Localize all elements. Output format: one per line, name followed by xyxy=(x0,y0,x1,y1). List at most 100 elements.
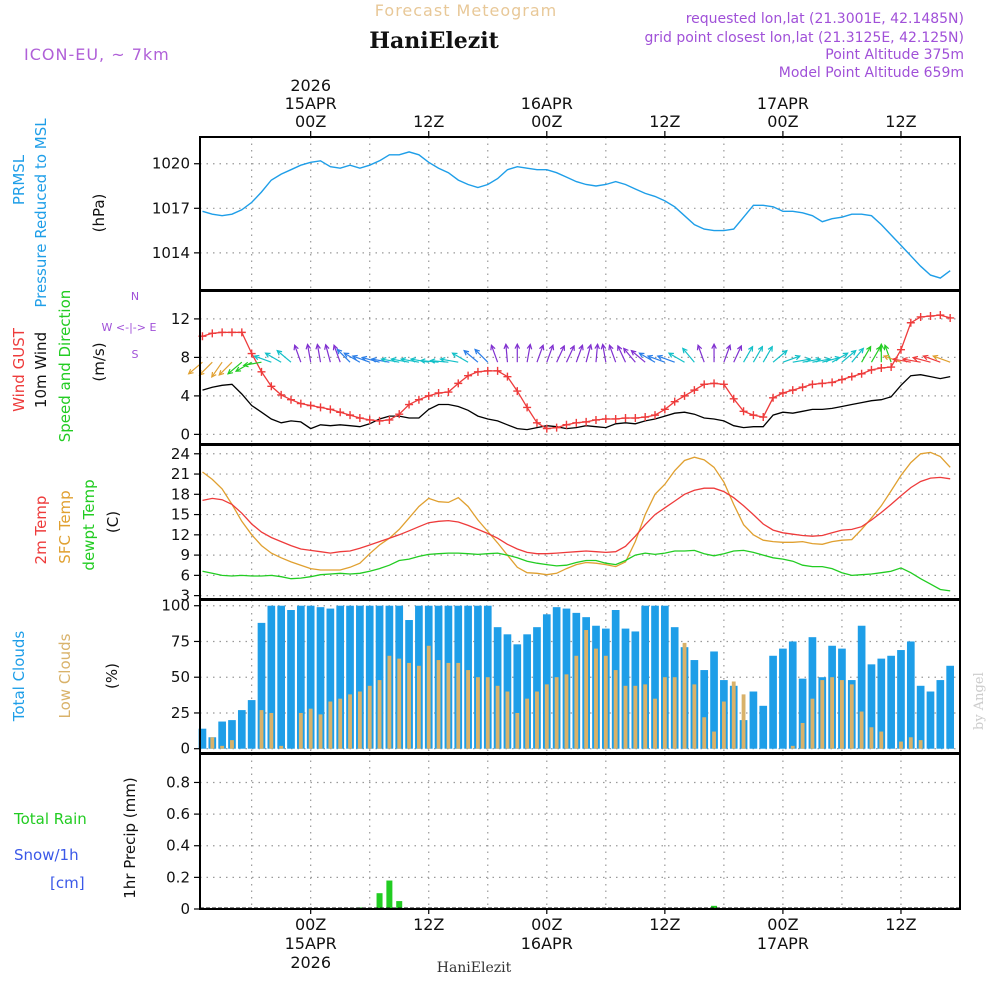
low-cloud-bar xyxy=(859,711,864,749)
low-cloud-bar xyxy=(485,677,490,749)
wind-direction-arrow xyxy=(276,350,292,363)
wind-direction-arrowhead xyxy=(794,354,802,361)
gust-marker xyxy=(287,395,296,404)
total-cloud-bar xyxy=(867,664,876,749)
wind-direction-arrow xyxy=(526,344,531,363)
low-cloud-bar xyxy=(682,642,687,749)
total-cloud-bar xyxy=(237,710,246,749)
gust-marker xyxy=(857,369,866,378)
wind-direction-arrowhead xyxy=(429,358,436,364)
top-time-label: 00Z xyxy=(767,112,798,131)
low-cloud-bar xyxy=(210,737,215,749)
gust-marker xyxy=(208,329,217,338)
total-cloud-bar xyxy=(798,678,807,749)
axes-layer: 1014 1017 1020 PRMSL Pressure Reduced to MSL… xyxy=(10,76,917,972)
total-cloud-bar xyxy=(326,608,335,749)
wind-direction-arrowhead xyxy=(882,354,890,361)
gust-marker xyxy=(710,379,719,388)
wind-speed-line xyxy=(202,374,951,431)
total-clouds-label: Total Clouds xyxy=(10,631,28,723)
wind-direction-arrowhead xyxy=(187,368,194,375)
wind-direction-arrow xyxy=(772,350,788,363)
gust-marker xyxy=(237,328,246,337)
wind-direction-arrow xyxy=(565,345,575,363)
wind-direction-arrowhead xyxy=(656,354,663,361)
wind-direction-arrowhead xyxy=(725,344,732,351)
watermark: by Angel xyxy=(972,672,987,730)
gust-marker xyxy=(542,424,551,433)
wind-direction-arrow xyxy=(235,361,252,372)
gust-marker xyxy=(828,378,837,387)
y-tick-label: 3 xyxy=(180,587,190,605)
gust-marker xyxy=(424,391,433,400)
total-rain-label: Total Rain xyxy=(13,810,87,828)
wind-direction-arrow xyxy=(211,361,223,378)
low-cloud-bar xyxy=(869,727,874,749)
total-cloud-bar xyxy=(287,610,295,749)
gust-marker xyxy=(247,349,256,358)
wind-direction-arrowhead xyxy=(343,352,350,358)
wind-direction-arrow xyxy=(631,350,646,363)
bottom-time-label: 00Z xyxy=(295,915,326,934)
wind-direction-arrowhead xyxy=(737,344,743,351)
bottom-time-label: 15APR xyxy=(285,934,337,953)
total-cloud-bar xyxy=(877,658,886,749)
total-cloud-bar xyxy=(926,691,935,749)
total-cloud-bar xyxy=(700,670,709,749)
low-cloud-bar xyxy=(515,712,520,749)
wind-direction-arrow xyxy=(452,352,469,363)
wind-direction-arrowhead xyxy=(490,344,496,351)
gust-marker xyxy=(385,415,394,424)
total-cloud-bar xyxy=(641,605,650,749)
wind-direction-arrow xyxy=(723,345,731,363)
sfc-temp-label: SFC Temp xyxy=(56,490,74,563)
location-title: HaniElezit xyxy=(369,28,499,54)
pressure-label: Pressure Reduced to MSL xyxy=(32,118,50,308)
gust-marker xyxy=(680,391,689,400)
wind-direction-arrowhead xyxy=(332,344,339,351)
wind-direction-arrow xyxy=(923,355,941,363)
wind-direction-arrow xyxy=(343,352,361,363)
total-cloud-bar xyxy=(336,605,345,749)
top-time-label: 12Z xyxy=(649,112,680,131)
low-cloud-bar xyxy=(702,717,707,749)
low-cloud-bar xyxy=(436,660,441,749)
wind-direction-arrowhead xyxy=(681,347,688,354)
wind-direction-arrow xyxy=(336,349,351,363)
gust-marker xyxy=(267,382,276,391)
snow-unit-label: [cm] xyxy=(50,874,85,892)
gust-marker xyxy=(277,390,286,399)
low-cloud-bar xyxy=(899,741,903,749)
wind-direction-arrowhead xyxy=(360,355,368,362)
wind-direction-arrow xyxy=(657,355,675,363)
wind-direction-arrowhead xyxy=(227,368,234,375)
wind-direction-arrowhead xyxy=(858,347,865,354)
wind-direction-arrow xyxy=(682,348,695,363)
wind-direction-arrow xyxy=(440,358,459,363)
gust-marker xyxy=(926,312,935,321)
wind-direction-arrow xyxy=(227,361,243,375)
y-tick-label: 6 xyxy=(180,566,190,584)
wind-direction-arrow xyxy=(325,344,331,363)
wind-direction-arrow xyxy=(912,356,931,363)
wind-direction-arrow xyxy=(608,345,617,363)
y-tick-label: 50 xyxy=(171,668,190,686)
wind-direction-arrow xyxy=(792,358,811,363)
total-cloud-bar xyxy=(897,650,905,749)
y-tick-label: 0 xyxy=(180,900,190,918)
gust-marker xyxy=(444,388,453,397)
sfc-temp-line xyxy=(202,451,951,576)
wind-direction-arrowhead xyxy=(548,344,555,351)
dewpt-label: dewpt Temp xyxy=(80,479,98,570)
gust-marker xyxy=(670,397,679,406)
gust-marker xyxy=(651,411,660,420)
low-cloud-bar xyxy=(328,701,333,749)
wind-direction-arrowhead xyxy=(600,343,607,350)
y-tick-label: 21 xyxy=(171,465,190,483)
wind-direction-arrow xyxy=(505,344,509,363)
y-tick-label: 1017 xyxy=(152,199,190,217)
panel-frame-1 xyxy=(199,136,961,291)
speed-direction-label: Speed and Direction xyxy=(56,290,74,443)
low-cloud-bar xyxy=(318,714,323,749)
low-cloud-bar xyxy=(308,708,313,749)
